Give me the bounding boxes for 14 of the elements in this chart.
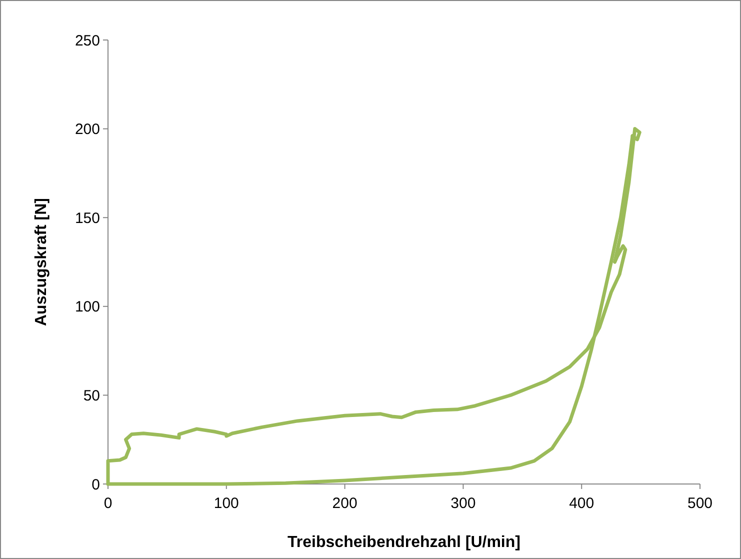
y-tick-label: 200 bbox=[74, 121, 100, 138]
x-tick-label: 500 bbox=[687, 495, 713, 512]
x-tick-label: 400 bbox=[569, 495, 594, 512]
y-tick-label: 250 bbox=[74, 32, 100, 50]
y-tick-label: 100 bbox=[74, 298, 100, 316]
y-tick-label: 50 bbox=[83, 387, 100, 404]
x-tick-label: 0 bbox=[104, 495, 112, 512]
x-tick-label: 100 bbox=[214, 495, 239, 512]
y-tick-label: 0 bbox=[92, 476, 100, 494]
x-axis-title: Treibscheibendrehzahl [U/min] bbox=[288, 534, 520, 551]
y-tick-label: 150 bbox=[74, 210, 100, 227]
x-tick-label: 200 bbox=[332, 495, 358, 512]
y-axis-title: Auszugskraft [N] bbox=[33, 198, 50, 326]
x-tick-label: 300 bbox=[450, 495, 476, 512]
